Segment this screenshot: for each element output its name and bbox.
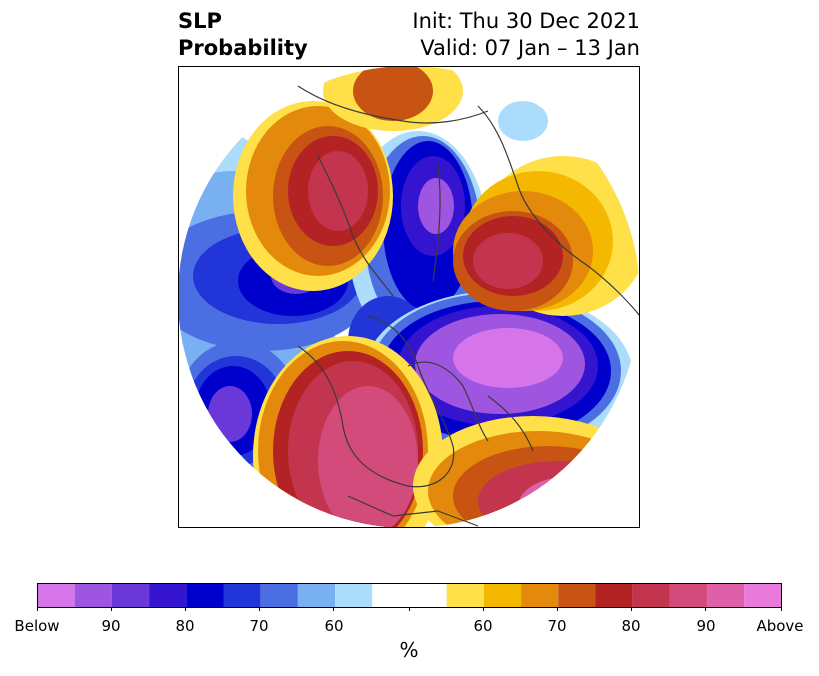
colorbar-tick-label: 80 xyxy=(621,617,641,635)
date-info: Init: Thu 30 Dec 2021 Valid: 07 Jan – 13… xyxy=(412,8,640,62)
colorbar-tick-label: Above xyxy=(756,617,804,635)
title-line-2: Probability xyxy=(178,36,308,60)
colorbar-cell xyxy=(260,583,298,608)
chart-title: SLP Probability xyxy=(178,8,308,62)
colorbar-ticks xyxy=(37,608,782,611)
colorbar-cell xyxy=(223,583,261,608)
colorbar-cell xyxy=(632,583,670,608)
colorbar-cell xyxy=(707,583,745,608)
colorbar-cell xyxy=(446,583,484,608)
probability-map xyxy=(178,66,640,528)
colorbar-cell xyxy=(595,583,633,608)
colorbar-tick-label: 70 xyxy=(547,617,567,635)
colorbar-cell xyxy=(186,583,224,608)
above-region-europe xyxy=(453,156,640,316)
colorbar-cell xyxy=(521,583,559,608)
colorbar-cell xyxy=(372,583,447,608)
colorbar-tick-label: 90 xyxy=(101,617,121,635)
colorbar-unit: % xyxy=(399,638,419,662)
colorbar-cell xyxy=(37,583,75,608)
colorbar-tick-label: 60 xyxy=(473,617,493,635)
colorbar-cell xyxy=(335,583,373,608)
coastlines xyxy=(297,85,640,527)
colorbar-tick-label: Below xyxy=(14,617,60,635)
colorbar-cells xyxy=(37,583,782,608)
init-date: Init: Thu 30 Dec 2021 xyxy=(412,9,640,33)
valid-date: Valid: 07 Jan – 13 Jan xyxy=(420,36,640,60)
colorbar xyxy=(37,583,782,611)
colorbar-tick-label: 90 xyxy=(696,617,716,635)
colorbar-cell xyxy=(558,583,596,608)
colorbar-cell xyxy=(149,583,187,608)
colorbar-cell xyxy=(669,583,708,608)
probability-field xyxy=(178,66,640,528)
colorbar-cell xyxy=(74,583,112,608)
colorbar-cell xyxy=(111,583,150,608)
title-line-1: SLP xyxy=(178,9,222,33)
colorbar-tick-label: 80 xyxy=(175,617,195,635)
colorbar-cell xyxy=(744,583,782,608)
colorbar-cell xyxy=(483,583,522,608)
colorbar-cell xyxy=(297,583,336,608)
colorbar-tick-label: 70 xyxy=(249,617,269,635)
colorbar-tick-label: 60 xyxy=(324,617,344,635)
